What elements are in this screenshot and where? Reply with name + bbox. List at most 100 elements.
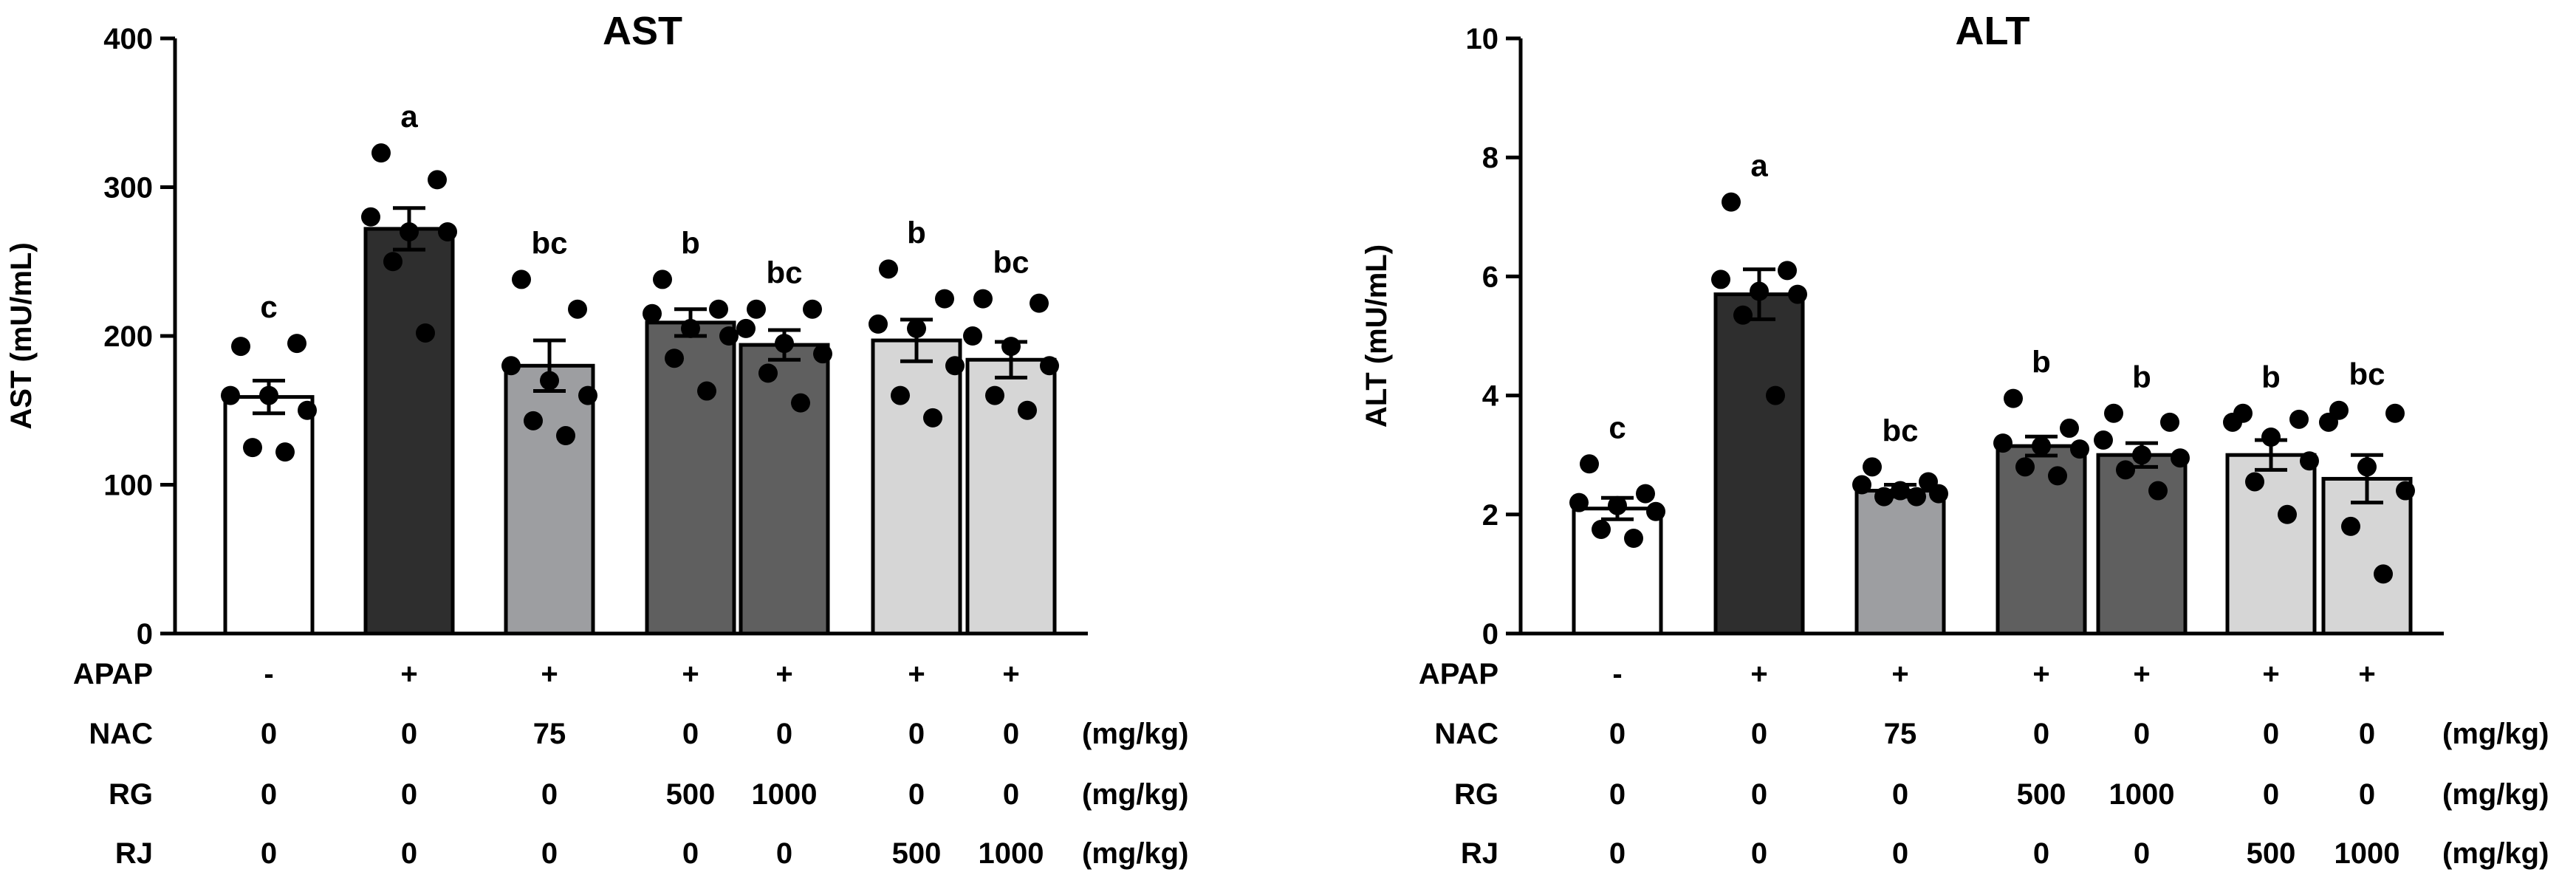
y-tick-label: 200 bbox=[103, 320, 153, 353]
row-value: + bbox=[400, 658, 417, 690]
data-point bbox=[275, 442, 295, 462]
data-point bbox=[1646, 501, 1665, 521]
y-axis-label: AST (mU/mL) bbox=[5, 242, 38, 429]
ast-treatment-table: APAP - + + + + + + NAC 0 0 75 0 0 0 0 (mg/kg) RG 0 0 0 500 100… bbox=[73, 658, 1189, 870]
data-point bbox=[568, 299, 587, 319]
row-value: + bbox=[775, 658, 792, 690]
row-value: 0 bbox=[2263, 718, 2279, 750]
bar-G5 bbox=[2096, 453, 2188, 636]
data-point bbox=[2278, 504, 2297, 524]
data-point bbox=[512, 270, 531, 289]
data-point bbox=[2223, 412, 2242, 432]
significance-letter: b bbox=[2132, 360, 2151, 394]
row-value: 0 bbox=[776, 837, 792, 870]
row-value: + bbox=[2358, 658, 2375, 690]
row-value: 0 bbox=[401, 778, 417, 811]
data-point bbox=[709, 299, 728, 319]
y-axis-label: ALT (mU/mL) bbox=[1360, 244, 1393, 428]
row-value: + bbox=[2032, 658, 2049, 690]
data-point bbox=[963, 326, 982, 346]
row-value: + bbox=[541, 658, 558, 690]
significance-letter: a bbox=[1750, 148, 1768, 183]
data-point bbox=[1993, 433, 2012, 453]
data-point bbox=[2004, 388, 2023, 408]
row-value: + bbox=[908, 658, 925, 690]
y-tick-label: 300 bbox=[103, 172, 153, 205]
data-point bbox=[2374, 564, 2393, 584]
row-value: 0 bbox=[261, 837, 277, 870]
row-value: 0 bbox=[682, 837, 699, 870]
data-point bbox=[758, 363, 778, 383]
data-point bbox=[1040, 356, 1059, 376]
data-point bbox=[665, 349, 684, 368]
data-point bbox=[736, 318, 756, 338]
data-point bbox=[1030, 293, 1049, 313]
significance-letter: c bbox=[1609, 410, 1626, 444]
data-point bbox=[791, 393, 810, 413]
data-point bbox=[1863, 457, 1882, 477]
row-value: + bbox=[2262, 658, 2279, 690]
data-point bbox=[298, 400, 317, 420]
bar-G3 bbox=[1854, 489, 1946, 636]
data-point bbox=[643, 303, 662, 323]
data-point bbox=[1929, 484, 1948, 504]
data-point bbox=[2300, 451, 2319, 471]
y-tick-label: 2 bbox=[1482, 499, 1498, 532]
chart-title: AST bbox=[603, 9, 682, 53]
significance-letter: bc bbox=[1882, 413, 1918, 447]
data-point bbox=[653, 270, 672, 289]
data-point bbox=[1636, 484, 1655, 504]
data-point bbox=[747, 299, 766, 319]
data-point bbox=[1852, 475, 1871, 495]
row-value: 0 bbox=[401, 718, 417, 750]
row-value: 0 bbox=[908, 778, 925, 811]
row-value: 0 bbox=[1003, 778, 1019, 811]
data-point bbox=[891, 385, 910, 405]
row-value: 75 bbox=[1884, 718, 1917, 750]
data-point bbox=[803, 299, 822, 319]
row-value: + bbox=[1750, 658, 1767, 690]
row-label: RG bbox=[109, 778, 153, 811]
row-value: 0 bbox=[2359, 718, 2375, 750]
row-unit: (mg/kg) bbox=[1082, 837, 1188, 870]
y-tick-label: 6 bbox=[1482, 261, 1498, 293]
data-point bbox=[2070, 439, 2089, 459]
row-value: 0 bbox=[1003, 718, 1019, 750]
data-point bbox=[1788, 284, 1807, 304]
significance-letter: bc bbox=[531, 225, 567, 260]
row-value: 1000 bbox=[979, 837, 1044, 870]
bar-G4 bbox=[645, 320, 736, 636]
data-point bbox=[416, 323, 435, 343]
data-point bbox=[1766, 385, 1785, 405]
data-point bbox=[2148, 481, 2168, 501]
row-value: 1000 bbox=[2109, 778, 2175, 811]
y-tick-label: 400 bbox=[103, 23, 153, 55]
significance-letter: b bbox=[681, 225, 700, 260]
data-point bbox=[2341, 516, 2360, 536]
data-point bbox=[2396, 481, 2415, 501]
data-point bbox=[361, 207, 380, 227]
row-value: + bbox=[1002, 658, 1019, 690]
significance-letter: b bbox=[907, 215, 926, 250]
row-value: 0 bbox=[2359, 778, 2375, 811]
data-point bbox=[1592, 519, 1611, 539]
data-point bbox=[2171, 448, 2190, 468]
data-point bbox=[1778, 261, 1797, 281]
row-value: 0 bbox=[1751, 837, 1767, 870]
alt-chart: ALT ALT (mU/mL) 0 2 4 6 8 10 c a bc b b b bc bbox=[1360, 9, 2444, 651]
data-point bbox=[1580, 454, 1599, 474]
bar-G3 bbox=[504, 363, 595, 636]
bar-G4 bbox=[1996, 444, 2087, 636]
data-point bbox=[945, 356, 965, 376]
row-value: + bbox=[682, 658, 699, 690]
data-point bbox=[2319, 412, 2338, 432]
row-value: 0 bbox=[776, 718, 792, 750]
bar-G6 bbox=[871, 338, 962, 636]
data-point bbox=[2245, 472, 2264, 492]
bar-G5 bbox=[739, 343, 830, 636]
ast-chart: AST AST (mU/mL) 0 100 200 300 400 c a bc b bc b bc bbox=[5, 9, 1088, 651]
data-point bbox=[923, 408, 942, 428]
data-point bbox=[221, 385, 240, 405]
data-point bbox=[973, 289, 993, 309]
